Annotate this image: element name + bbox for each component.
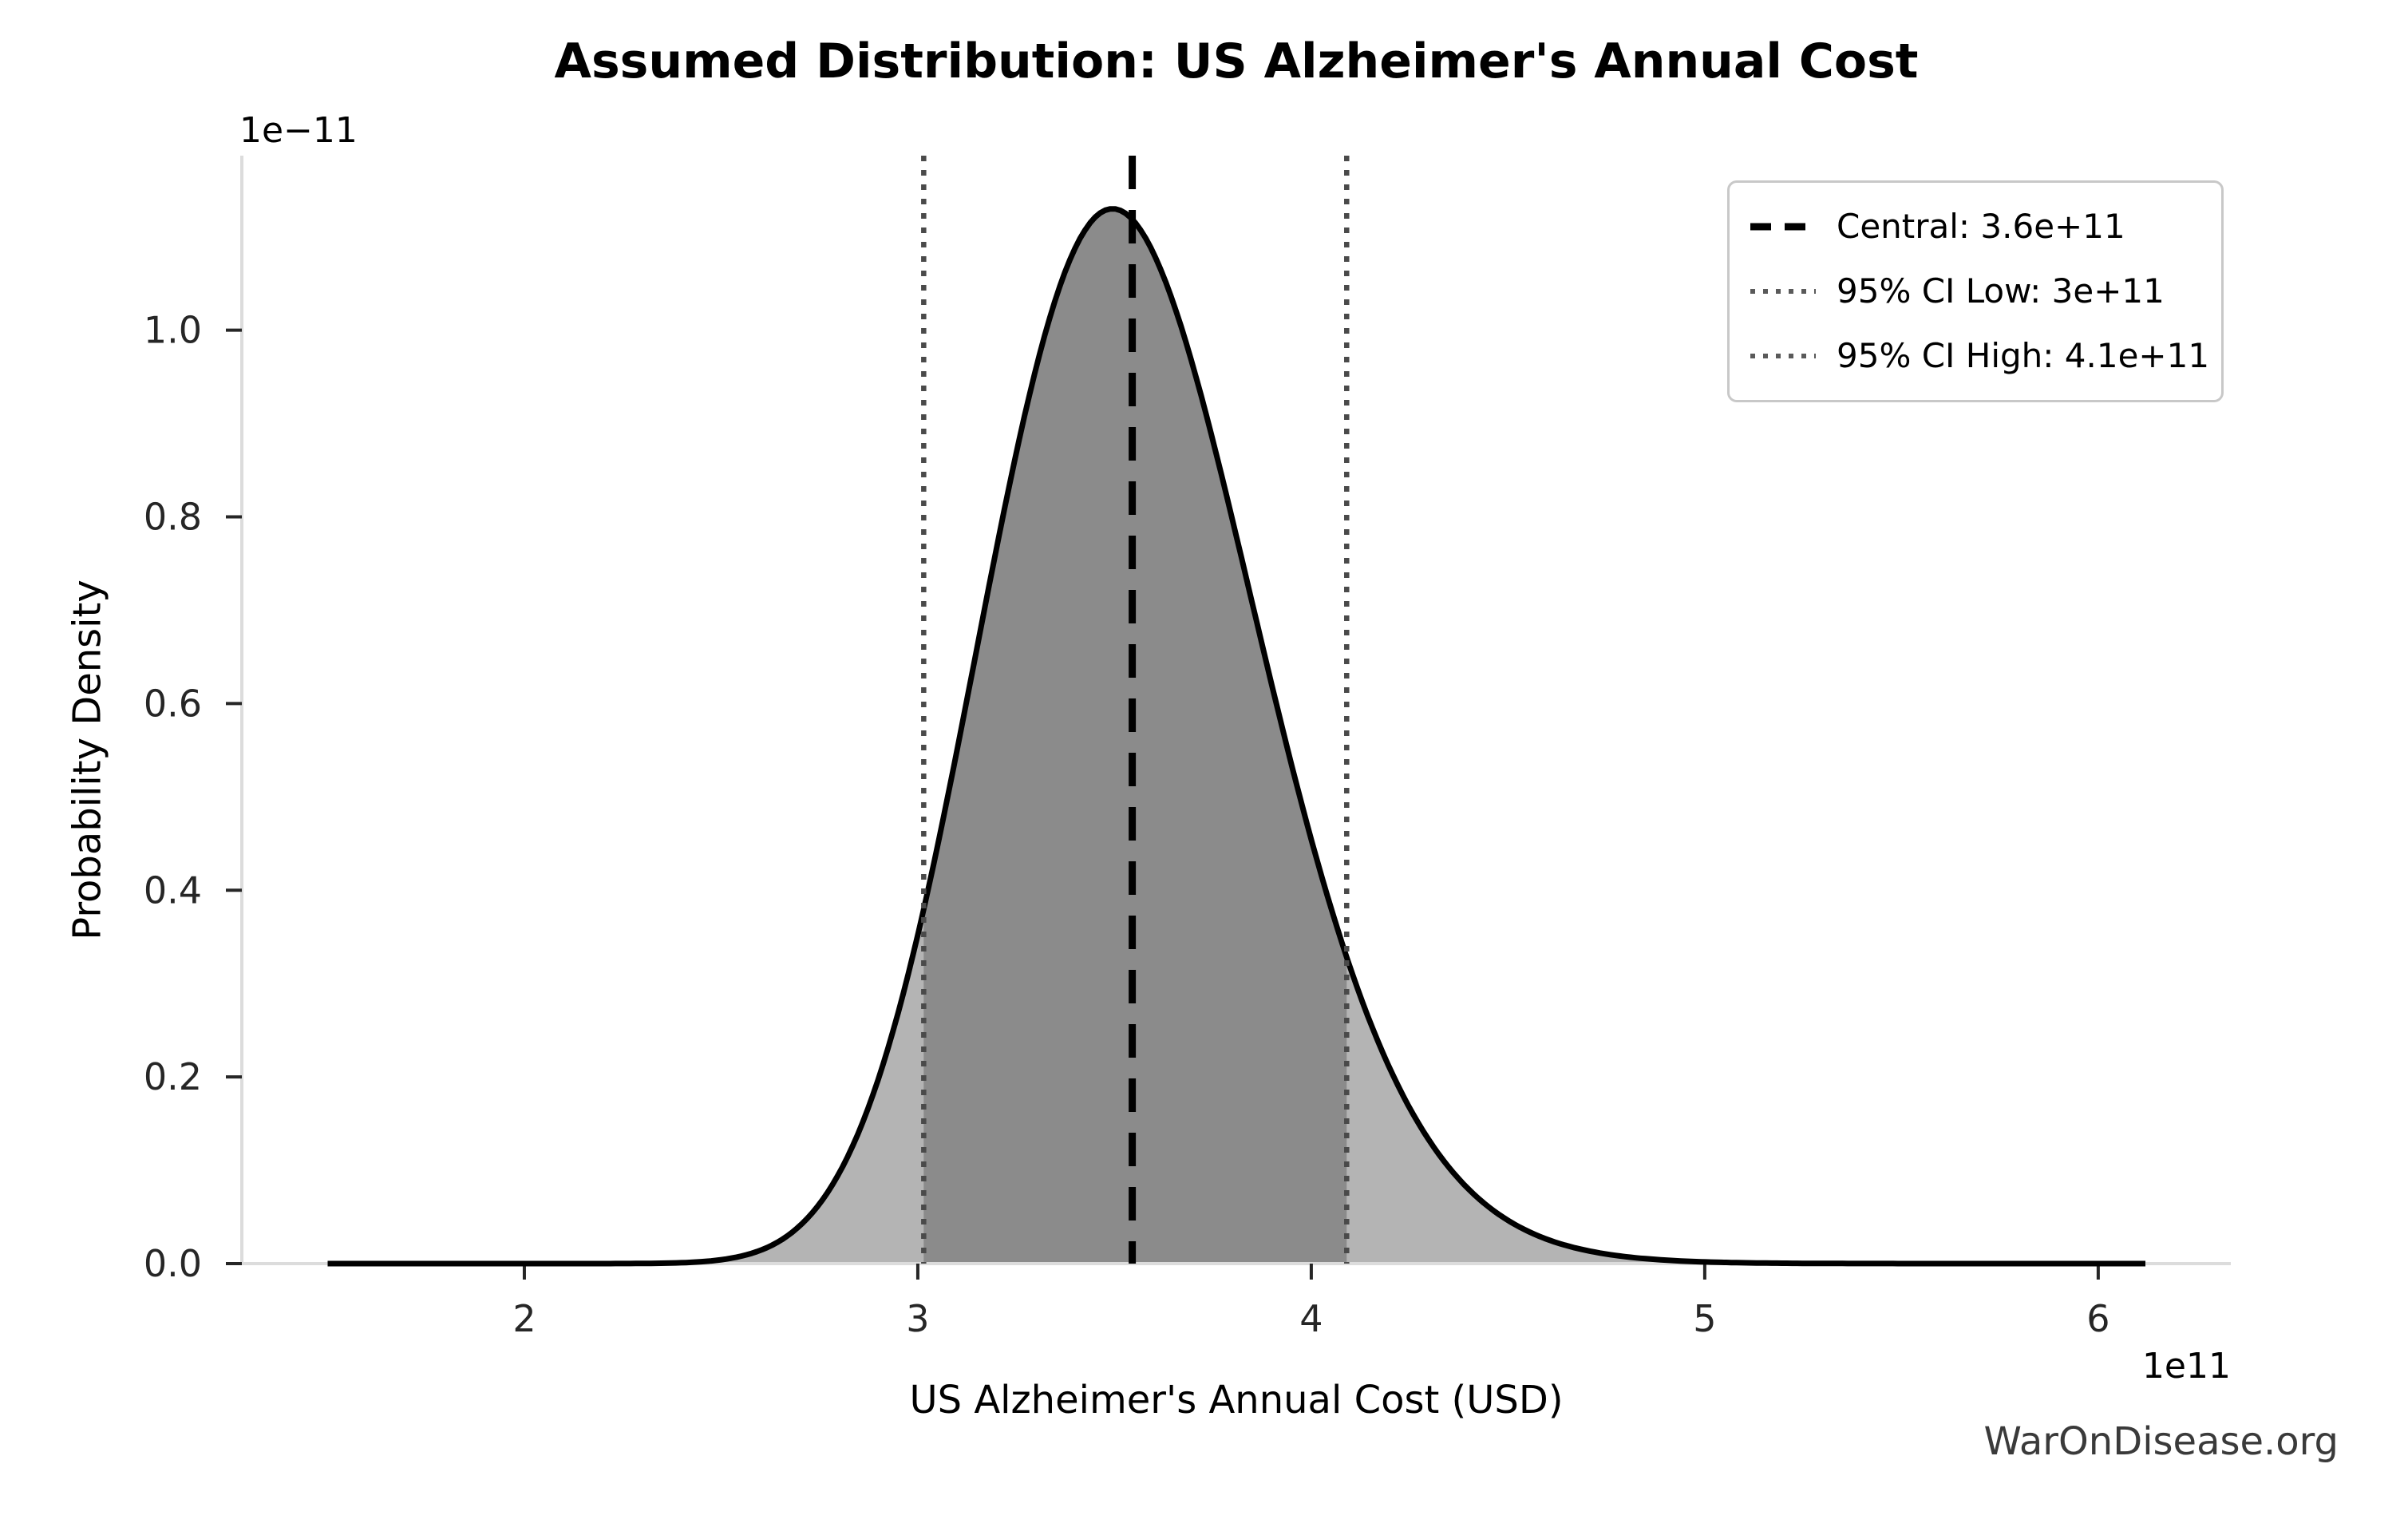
legend-label-ci-low: 95% CI Low: 3e+11 (1837, 271, 2165, 311)
dashed-line-sample-icon (1750, 223, 1816, 231)
y-tick-label: 0.0 (144, 1242, 202, 1285)
legend-entry-ci-high: 95% CI High: 4.1e+11 (1750, 338, 2209, 374)
chart-title: Assumed Distribution: US Alzheimer's Ann… (554, 34, 1919, 89)
x-tick-label: 5 (1693, 1297, 1716, 1340)
legend-label-central: Central: 3.6e+11 (1837, 206, 2125, 246)
legend-label-ci-high: 95% CI High: 4.1e+11 (1837, 336, 2210, 376)
dotted-line-sample-icon (1750, 288, 1816, 294)
x-tick-label: 2 (512, 1297, 536, 1340)
x-tick-label: 4 (1299, 1297, 1323, 1340)
density-fill-ci (923, 208, 1347, 1264)
legend-entry-central: Central: 3.6e+11 (1750, 208, 2200, 245)
y-axis-scale-offset: 1e−11 (239, 110, 358, 151)
x-axis-title: US Alzheimer's Annual Cost (USD) (909, 1378, 1564, 1422)
y-axis-title: Probability Density (65, 580, 110, 940)
legend-entry-ci-low: 95% CI Low: 3e+11 (1750, 271, 2200, 311)
y-tick-label: 0.6 (144, 682, 202, 725)
x-axis-scale-offset: 1e11 (2141, 1346, 2231, 1387)
y-tick-label: 0.8 (144, 496, 202, 539)
dotted-line-sample-icon (1750, 354, 1816, 359)
legend: Central: 3.6e+11 95% CI Low: 3e+11 95% C… (1727, 180, 2224, 402)
watermark: WarOnDisease.org (1983, 1419, 2339, 1464)
x-tick-label: 6 (2086, 1297, 2109, 1340)
y-tick-label: 0.4 (144, 868, 202, 912)
density-curve (327, 206, 2145, 1267)
x-tick-label: 3 (906, 1297, 929, 1340)
y-tick-label: 0.2 (144, 1055, 202, 1098)
y-tick-label: 1.0 (144, 309, 202, 352)
